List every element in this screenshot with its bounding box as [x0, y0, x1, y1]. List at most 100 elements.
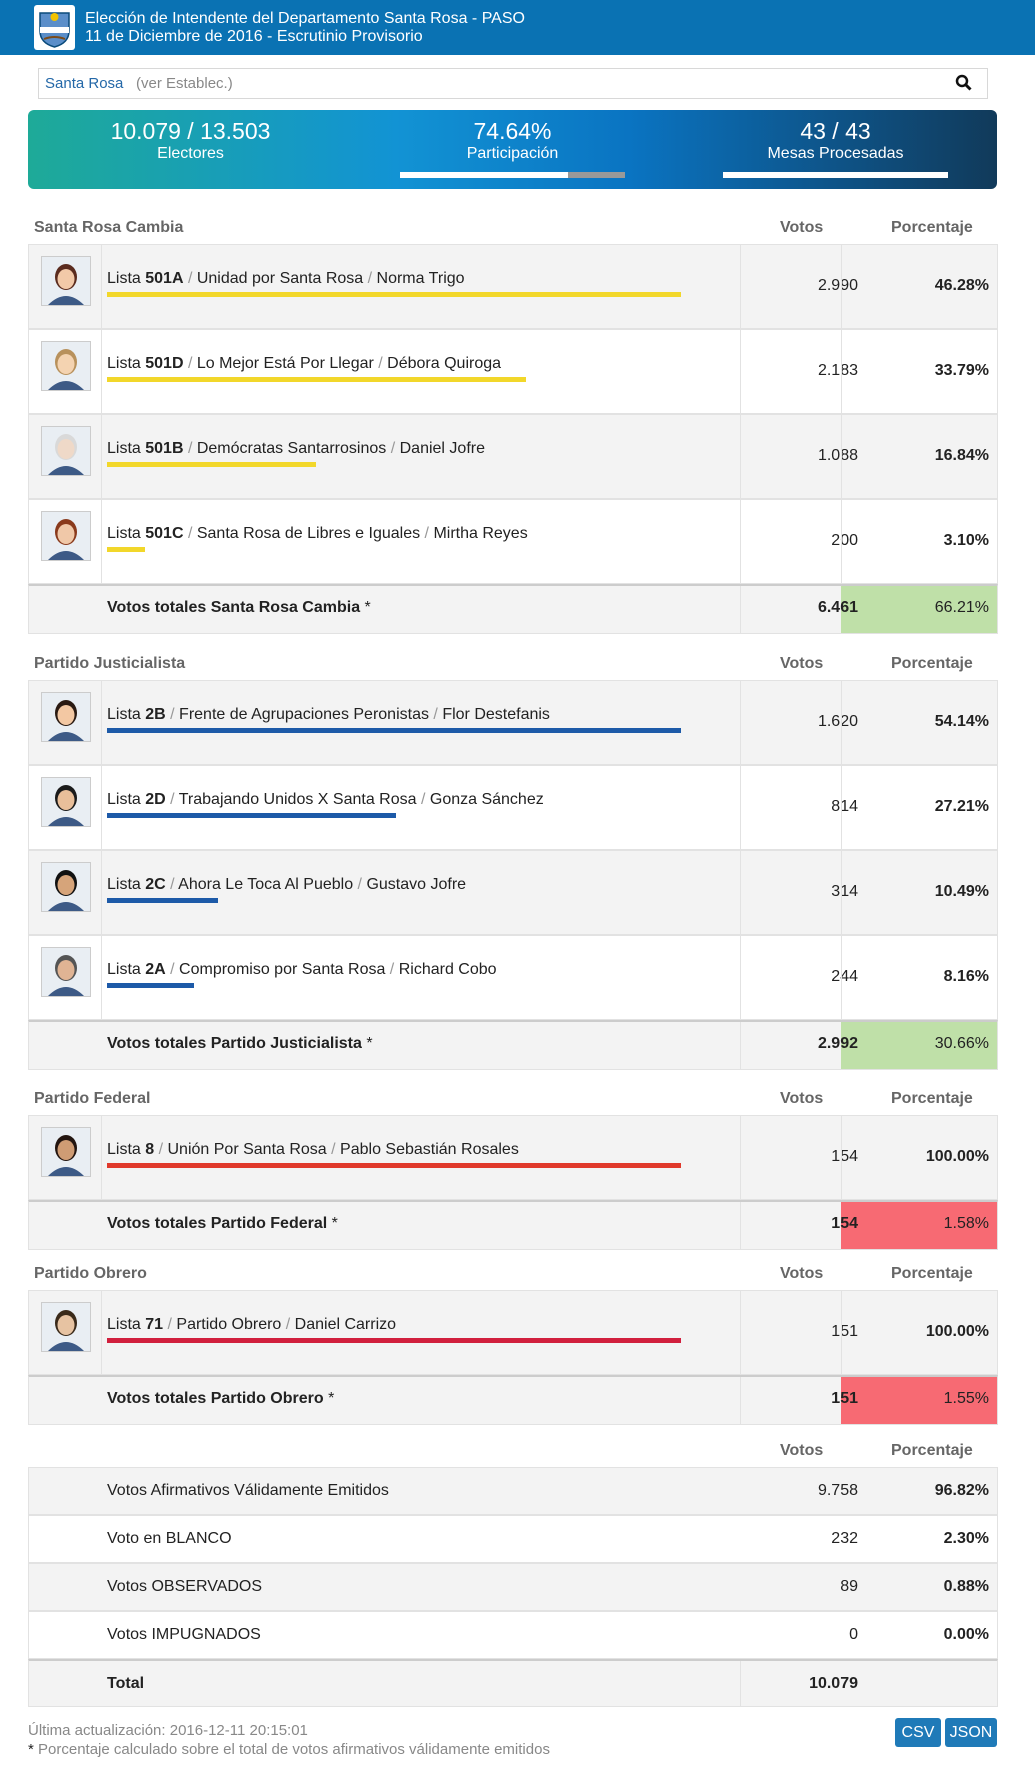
column-divider — [841, 330, 842, 413]
total-label-text: Votos totales Partido Obrero — [107, 1390, 324, 1407]
vote-share-bar — [107, 1338, 681, 1343]
column-divider — [740, 1377, 741, 1424]
total-percentage: 1.55% — [943, 1390, 989, 1407]
candidate-name: Daniel Carrizo — [294, 1316, 397, 1333]
percentage-column-header: Porcentaje — [891, 1265, 973, 1282]
percentage-column-header: Porcentaje — [891, 219, 973, 236]
candidate-photo — [41, 692, 91, 742]
separator: / — [165, 876, 179, 893]
total-percentage-cell — [841, 1022, 997, 1069]
column-divider — [101, 330, 102, 413]
view-establishments-link[interactable]: (ver Establec.) — [136, 75, 233, 92]
candidate-description: Lista 2C / Ahora Le Toca Al Pueblo / Gus… — [107, 876, 466, 894]
list-code: 2A — [145, 961, 166, 978]
section-title: Santa Rosa Cambia — [34, 219, 184, 236]
candidate-row[interactable]: Lista 71 / Partido Obrero / Daniel Carri… — [28, 1290, 998, 1375]
separator: / — [183, 355, 197, 372]
column-divider — [841, 415, 842, 498]
separator: / — [386, 440, 400, 457]
votes-column-header: Votos — [780, 219, 824, 236]
page-header: Elección de Intendente del Departamento … — [0, 0, 1035, 55]
candidate-photo — [41, 862, 91, 912]
list-code: 71 — [145, 1316, 164, 1333]
column-divider — [101, 1116, 102, 1199]
candidate-name: Mirtha Reyes — [433, 525, 528, 542]
separator: / — [326, 1141, 341, 1158]
list-name: Unión Por Santa Rosa — [167, 1141, 327, 1158]
candidate-row[interactable]: Lista 8 / Unión Por Santa Rosa / Pablo S… — [28, 1115, 998, 1200]
candidate-photo — [41, 426, 91, 476]
summary-row: Votos OBSERVADOS 89 0.88% — [28, 1563, 998, 1611]
vote-count: 314 — [831, 883, 858, 900]
list-name: Lo Mejor Está Por Llegar — [196, 355, 374, 372]
vote-share-bar — [107, 292, 681, 297]
separator: / — [428, 706, 443, 723]
column-divider — [841, 500, 842, 583]
separator: / — [165, 791, 179, 808]
candidate-photo — [41, 511, 91, 561]
vote-percentage: 46.28% — [934, 277, 989, 294]
total-percentage-cell — [841, 586, 997, 633]
total-label: Votos totales Santa Rosa Cambia * — [107, 599, 371, 617]
candidate-name: Gonza Sánchez — [429, 791, 544, 808]
asterisk: * — [360, 599, 371, 616]
column-divider — [841, 766, 842, 849]
total-label-text: Votos totales Partido Justicialista — [107, 1035, 362, 1052]
candidate-row[interactable]: Lista 501D / Lo Mejor Está Por Llegar / … — [28, 329, 998, 414]
candidate-row[interactable]: Lista 2A / Compromiso por Santa Rosa / R… — [28, 935, 998, 1020]
location-link[interactable]: Santa Rosa — [45, 75, 124, 92]
list-name: Demócratas Santarrosinos — [196, 440, 387, 457]
list-prefix: Lista — [107, 270, 141, 287]
total-label-text: Votos totales Partido Federal — [107, 1215, 328, 1232]
participacion-progress-fill — [400, 172, 568, 178]
json-download-button[interactable]: JSON — [945, 1718, 997, 1747]
summary-votes: 89 — [840, 1578, 858, 1595]
separator: / — [154, 1141, 168, 1158]
candidate-row[interactable]: Lista 501B / Demócratas Santarrosinos / … — [28, 414, 998, 499]
candidate-row[interactable]: Lista 2D / Trabajando Unidos X Santa Ros… — [28, 765, 998, 850]
list-name: Partido Obrero — [176, 1316, 282, 1333]
summary-percentage: 0.88% — [943, 1578, 989, 1595]
candidate-row[interactable]: Lista 2B / Frente de Agrupaciones Peroni… — [28, 680, 998, 765]
candidate-row[interactable]: Lista 2C / Ahora Le Toca Al Pueblo / Gus… — [28, 850, 998, 935]
separator: / — [281, 1316, 295, 1333]
column-divider — [740, 681, 741, 764]
votes-column-header: Votos — [780, 1442, 824, 1459]
candidate-photo — [41, 1302, 91, 1352]
separator: / — [165, 961, 180, 978]
section-total-row: Votos totales Partido Obrero * 151 1.55% — [28, 1375, 998, 1425]
separator: / — [183, 525, 197, 542]
candidate-name: Pablo Sebastián Rosales — [340, 1141, 519, 1158]
total-percentage-cell — [841, 1202, 997, 1249]
asterisk: * — [327, 1215, 338, 1232]
vote-percentage: 33.79% — [934, 362, 989, 379]
total-votes: 154 — [831, 1215, 858, 1232]
stat-value: 43 / 43 — [800, 118, 871, 144]
list-name: Ahora Le Toca Al Pueblo — [178, 876, 354, 893]
section-header: Partido Federal Votos Porcentaje — [28, 1083, 998, 1115]
column-divider — [740, 766, 741, 849]
separator: / — [416, 791, 430, 808]
total-label-text: Votos totales Santa Rosa Cambia — [107, 599, 361, 616]
list-prefix: Lista — [107, 706, 141, 723]
candidate-row[interactable]: Lista 501A / Unidad por Santa Rosa / Nor… — [28, 244, 998, 329]
mesas-progress-bar — [723, 172, 948, 178]
search-icon[interactable] — [955, 74, 973, 92]
candidate-name: Gustavo Jofre — [366, 876, 467, 893]
vote-percentage: 100.00% — [925, 1323, 989, 1340]
summary-percentage: 0.00% — [943, 1626, 989, 1643]
candidate-description: Lista 2B / Frente de Agrupaciones Peroni… — [107, 706, 550, 724]
candidate-description: Lista 8 / Unión Por Santa Rosa / Pablo S… — [107, 1141, 519, 1159]
list-code: 2D — [145, 791, 166, 808]
stat-participacion: 74.64% Participación — [400, 118, 625, 164]
column-divider — [740, 500, 741, 583]
list-name: Frente de Agrupaciones Peronistas — [179, 706, 429, 723]
vote-percentage: 10.49% — [934, 883, 989, 900]
column-divider — [740, 1291, 741, 1374]
location-search-bar[interactable]: Santa Rosa (ver Establec.) — [38, 68, 988, 99]
candidate-name: Daniel Jofre — [399, 440, 485, 457]
list-name: Santa Rosa de Libres e Iguales — [196, 525, 421, 542]
vote-count: 244 — [831, 968, 858, 985]
candidate-row[interactable]: Lista 501C / Santa Rosa de Libres e Igua… — [28, 499, 998, 584]
csv-download-button[interactable]: CSV — [895, 1718, 941, 1747]
